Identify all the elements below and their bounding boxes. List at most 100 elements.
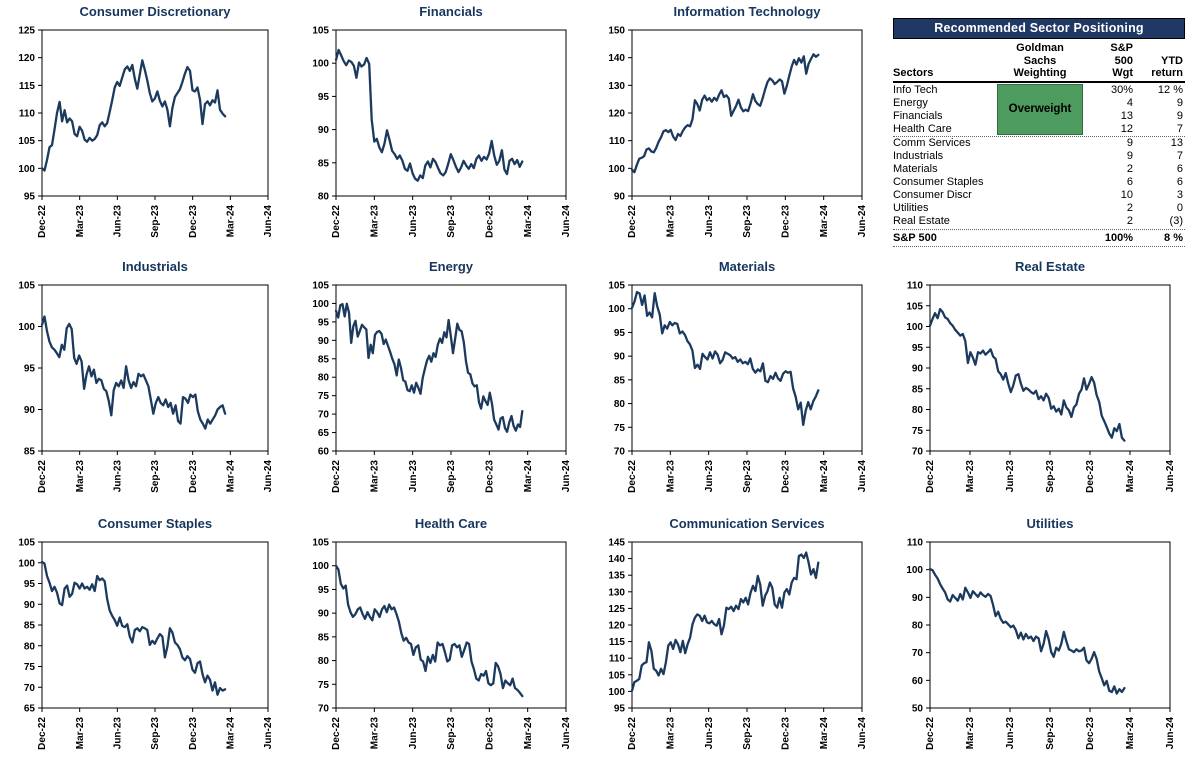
table-row-financials: Financials 13 9 xyxy=(893,110,1185,123)
chart-svg-utilities: Utilities 50 60 70 80 90 100 110 Dec-22 Mar-23 Jun… xyxy=(906,516,1176,750)
chart-svg-health-care: Health Care 70 75 80 85 90 95 100 105 Dec-22 Mar-2… xyxy=(312,516,572,750)
y-tick-label: 75 xyxy=(912,426,924,437)
x-tick-label: Mar-23 xyxy=(965,460,976,493)
plot-frame xyxy=(631,284,863,452)
sector-name: Energy xyxy=(893,96,928,109)
x-tick-label: Sep-23 xyxy=(150,717,161,750)
y-tick-label: 75 xyxy=(614,423,626,434)
y-tick-label: 50 xyxy=(912,704,924,715)
y-tick-label: 85 xyxy=(318,354,330,365)
chart-title: Financials xyxy=(419,4,483,19)
y-tick-label: 140 xyxy=(608,554,625,565)
y-tick-label: 105 xyxy=(18,538,35,549)
x-tick-label: Jun-23 xyxy=(704,205,715,238)
sp500-wgt: 10 xyxy=(1120,188,1133,201)
y-tick-label: 75 xyxy=(318,391,330,402)
sp500-wgt: 12 xyxy=(1120,122,1133,135)
x-tick-label: Dec-23 xyxy=(781,205,792,238)
ytd-return: 6 xyxy=(1176,162,1183,175)
y-tick-label: 100 xyxy=(608,687,625,698)
series-line xyxy=(630,551,820,692)
chart-financials: Financials 80 85 90 95 100 105 Dec-22 Mar-23 Jun-… xyxy=(296,0,592,252)
plot-frame xyxy=(41,29,269,197)
y-tick-label: 80 xyxy=(318,192,330,203)
y-tick-label: 85 xyxy=(24,447,36,458)
x-tick-label: Jun-24 xyxy=(857,717,868,750)
x-tick-label: Dec-22 xyxy=(37,205,48,238)
y-tick-label: 90 xyxy=(912,593,924,604)
chart-title: Utilities xyxy=(1027,516,1074,531)
sp500-wgt: 9 xyxy=(1126,136,1133,149)
x-tick-label: Jun-23 xyxy=(1005,460,1016,493)
table-row-comm-services: Comm Services 9 13 xyxy=(893,135,1185,150)
plot-frame xyxy=(41,541,269,709)
chart-industrials: Industrials 85 90 95 100 105 Dec-22 Mar-23 Jun-2… xyxy=(2,255,294,507)
weighting-cell xyxy=(997,150,1083,163)
x-tick-label: Dec-22 xyxy=(331,460,342,493)
x-tick-label: Dec-22 xyxy=(925,717,936,750)
series-line xyxy=(40,315,227,430)
sp500-wgt: 9 xyxy=(1126,149,1133,162)
series-line xyxy=(630,53,820,174)
x-tick-label: Jun-23 xyxy=(408,460,419,493)
chart-svg-energy: Energy 60 65 70 75 80 85 90 95 100 105 Dec-22 Mar-23… xyxy=(312,259,572,493)
sp500-wgt: 2 xyxy=(1126,214,1133,227)
y-tick-label: 100 xyxy=(906,565,923,576)
y-tick-label: 130 xyxy=(608,81,625,92)
y-tick-label: 65 xyxy=(24,704,36,715)
x-tick-label: Dec-22 xyxy=(627,205,638,238)
total-label: S&P 500 xyxy=(893,231,937,244)
sp500-wgt: 2 xyxy=(1126,201,1133,214)
ytd-return: 13 xyxy=(1170,136,1183,149)
x-tick-label: Sep-23 xyxy=(150,460,161,493)
y-tick-label: 75 xyxy=(24,662,36,673)
chart-svg-communication-services: Communication Services 95 100 105 110 115 120 1… xyxy=(608,516,868,750)
x-tick-label: Sep-23 xyxy=(446,717,457,750)
x-tick-label: Mar-24 xyxy=(523,717,534,750)
y-tick-label: 110 xyxy=(19,109,36,120)
plot-frame xyxy=(631,541,863,709)
y-tick-label: 95 xyxy=(318,585,330,596)
x-tick-label: Dec-22 xyxy=(627,717,638,750)
y-tick-label: 100 xyxy=(608,164,625,175)
sp500-wgt: 2 xyxy=(1126,162,1133,175)
y-tick-label: 95 xyxy=(912,343,924,354)
x-tick-label: Mar-24 xyxy=(819,205,830,238)
y-tick-label: 70 xyxy=(614,447,626,458)
y-tick-label: 95 xyxy=(318,317,330,328)
y-tick-label: 145 xyxy=(608,538,625,549)
y-tick-label: 70 xyxy=(318,704,330,715)
y-tick-label: 70 xyxy=(912,447,924,458)
x-tick-label: Dec-23 xyxy=(1085,460,1096,493)
y-tick-label: 100 xyxy=(312,561,329,572)
x-tick-label: Jun-24 xyxy=(263,205,274,238)
x-tick-label: Jun-23 xyxy=(408,717,419,750)
table-row-consumer-discr: Consumer Discr 10 3 xyxy=(893,189,1185,202)
ytd-return: 9 xyxy=(1176,96,1183,109)
x-tick-label: Mar-23 xyxy=(370,460,381,493)
y-tick-label: 125 xyxy=(608,604,625,615)
x-tick-label: Mar-23 xyxy=(370,717,381,750)
ytd-return: 3 xyxy=(1176,188,1183,201)
table-title: Recommended Sector Positioning xyxy=(893,18,1185,39)
series-line xyxy=(40,59,227,172)
chart-consumer-staples: Consumer Staples 65 70 75 80 85 90 95 100 105 Dec-… xyxy=(2,512,294,764)
weighting-cell xyxy=(997,137,1083,150)
sector-name: Materials xyxy=(893,162,938,175)
chart-communication-services: Communication Services 95 100 105 110 115 120 1… xyxy=(592,512,888,764)
y-tick-label: 90 xyxy=(614,352,626,363)
x-tick-label: Mar-24 xyxy=(1125,717,1136,750)
sector-name: Real Estate xyxy=(893,214,950,227)
x-tick-label: Sep-23 xyxy=(446,460,457,493)
y-tick-label: 100 xyxy=(312,299,329,310)
x-tick-label: Dec-23 xyxy=(781,717,792,750)
chart-materials: Materials 70 75 80 85 90 95 100 105 Dec-22 Mar-23 J… xyxy=(592,255,888,507)
series-line xyxy=(334,302,524,433)
x-tick-label: Jun-23 xyxy=(704,717,715,750)
y-tick-label: 105 xyxy=(906,301,923,312)
x-tick-label: Sep-23 xyxy=(742,717,753,750)
table-row-consumer-staples: Consumer Staples 6 6 xyxy=(893,176,1185,189)
header-ytd-return: YTD return xyxy=(1151,54,1183,80)
x-tick-label: Mar-24 xyxy=(819,460,830,493)
y-tick-label: 85 xyxy=(24,621,36,632)
